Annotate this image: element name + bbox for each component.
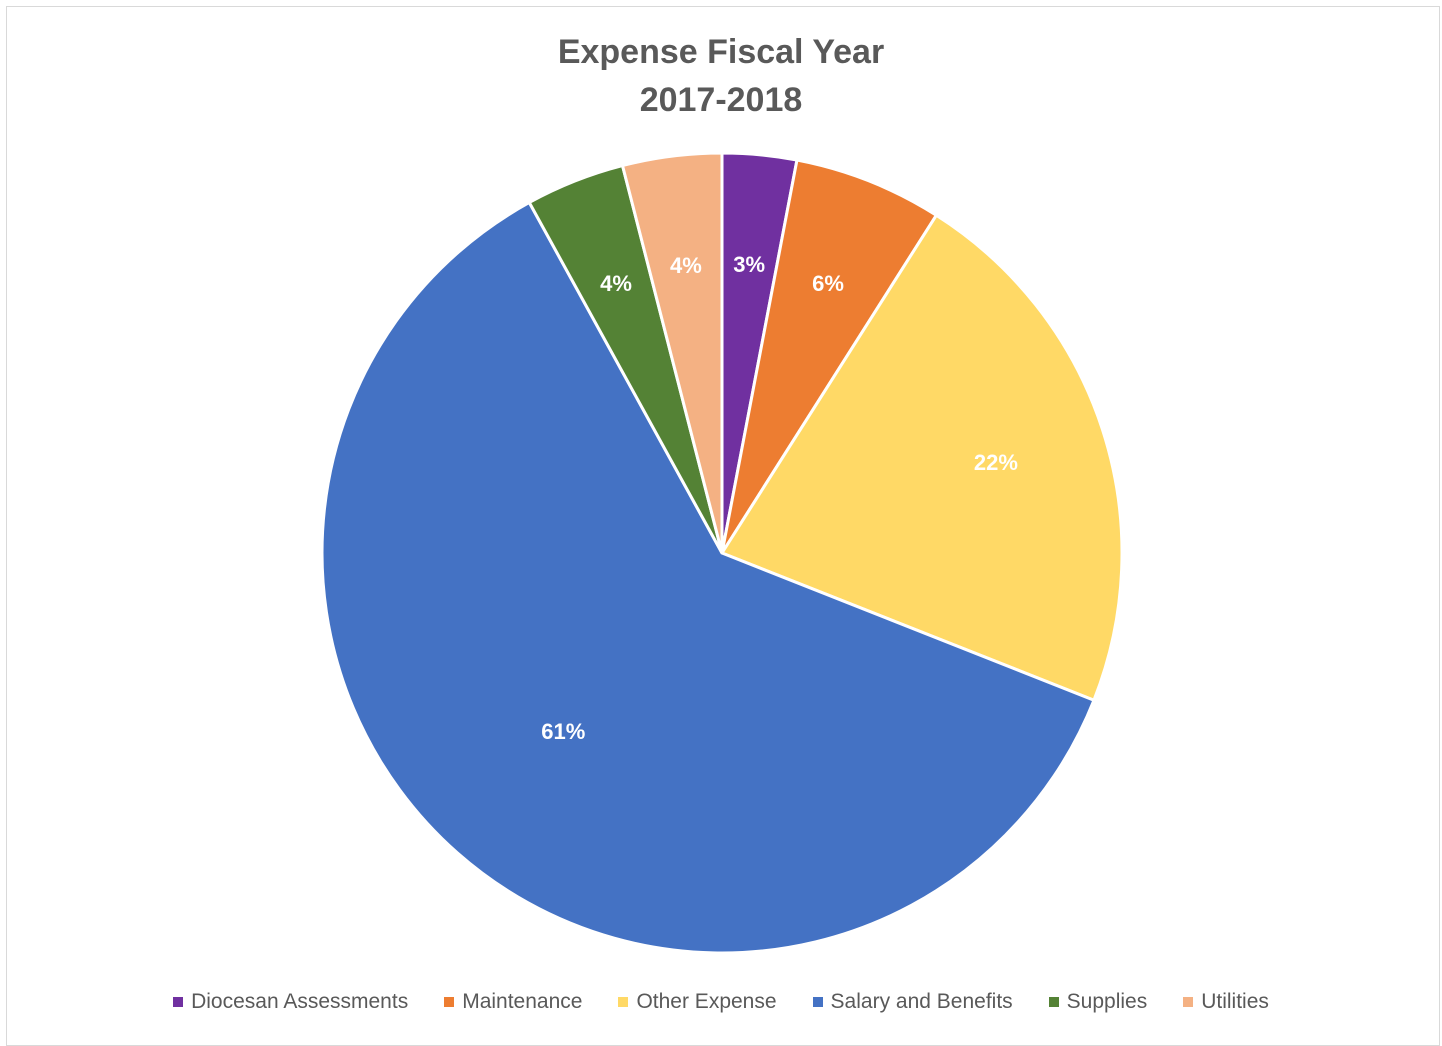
data-label-salary-and-benefits: 61%: [541, 719, 585, 744]
legend-label: Supplies: [1066, 990, 1148, 1013]
pie-data-labels: 3% 6% 22% 61% 4% 4%: [541, 252, 1018, 744]
chart-title-line-2: 2017-2018: [639, 81, 803, 119]
legend-swatch: [812, 997, 823, 1007]
data-label-maintenance: 6%: [812, 271, 844, 296]
legend-label: Utilities: [1201, 990, 1269, 1013]
legend-label: Other Expense: [636, 990, 777, 1013]
legend-item-salary-and-benefits: Salary and Benefits: [812, 990, 1013, 1014]
legend-swatch: [618, 997, 629, 1007]
pie-slices: [320, 151, 1124, 955]
legend-swatch: [444, 997, 455, 1007]
chart-legend: Diocesan Assessments Maintenance Other Exp…: [0, 990, 1442, 1014]
data-label-other-expense: 22%: [974, 450, 1018, 475]
legend-swatch: [173, 997, 184, 1007]
chart-title: Expense Fiscal Year 2017-2018: [0, 28, 1442, 124]
legend-label: Salary and Benefits: [830, 990, 1013, 1013]
legend-item-maintenance: Maintenance: [444, 990, 582, 1014]
data-label-supplies: 4%: [600, 271, 632, 296]
data-label-utilities: 4%: [670, 253, 702, 278]
chart-title-line-1: Expense Fiscal Year: [557, 33, 885, 71]
legend-item-diocesan-assessments: Diocesan Assessments: [173, 990, 408, 1014]
legend-label: Diocesan Assessments: [191, 990, 409, 1013]
legend-swatch: [1048, 997, 1059, 1007]
legend-swatch: [1183, 997, 1194, 1007]
legend-item-supplies: Supplies: [1048, 990, 1148, 1014]
pie-slice-salary-and-benefits: [320, 200, 1096, 955]
pie-slice-other-expense: [719, 213, 1124, 703]
pie-slice-maintenance: [720, 158, 939, 554]
legend-label: Maintenance: [462, 990, 583, 1013]
legend-item-other-expense: Other Expense: [618, 990, 777, 1014]
legend-item-utilities: Utilities: [1183, 990, 1269, 1014]
pie-chart: 3% 6% 22% 61% 4% 4%: [320, 151, 1124, 955]
data-label-diocesan-assessments: 3%: [733, 252, 765, 277]
pie-slice-utilities: [620, 151, 724, 554]
